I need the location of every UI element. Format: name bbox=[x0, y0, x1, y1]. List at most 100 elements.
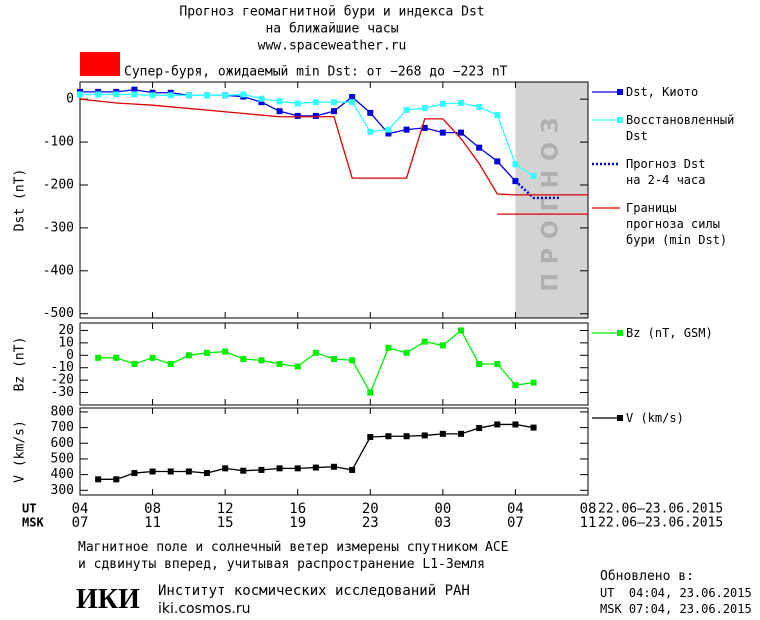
marker bbox=[512, 382, 519, 389]
marker bbox=[131, 470, 138, 477]
marker bbox=[167, 468, 174, 475]
x-tick-label-msk: 07 bbox=[72, 515, 89, 531]
marker bbox=[240, 356, 247, 363]
marker bbox=[331, 99, 337, 106]
y-axis-label: V (km/s) bbox=[13, 420, 28, 483]
updated-ut: UT 04:04, 23.06.2015 bbox=[600, 586, 752, 600]
x-tick-label-msk: 15 bbox=[217, 515, 234, 531]
marker bbox=[185, 92, 192, 99]
marker bbox=[258, 466, 265, 473]
legend-marker bbox=[617, 117, 623, 123]
marker bbox=[476, 361, 483, 367]
y-tick-label: -100 bbox=[43, 135, 74, 150]
marker bbox=[439, 342, 446, 349]
marker bbox=[258, 357, 265, 364]
legend-label: Bz (nT, GSM) bbox=[626, 326, 713, 340]
marker bbox=[385, 126, 392, 133]
logo: ИКИ bbox=[76, 584, 140, 615]
marker bbox=[312, 464, 319, 471]
marker bbox=[512, 161, 519, 168]
marker bbox=[421, 124, 428, 131]
legend-marker bbox=[617, 415, 623, 421]
y-tick-label: 0 bbox=[66, 348, 74, 363]
x-tick-label: 04 bbox=[507, 501, 524, 517]
marker bbox=[294, 100, 301, 107]
url: iki.cosmos.ru bbox=[158, 601, 251, 617]
marker bbox=[276, 361, 283, 367]
x-tick-label: 20 bbox=[362, 501, 379, 517]
series-line bbox=[514, 180, 561, 200]
legend-marker bbox=[617, 89, 623, 95]
marker bbox=[421, 338, 428, 345]
forecast-region bbox=[515, 82, 588, 318]
legend-label: Dst, Киото bbox=[626, 85, 699, 99]
marker bbox=[458, 100, 464, 107]
x-row-label: UT bbox=[22, 502, 36, 516]
marker bbox=[294, 465, 301, 472]
institute: Институт космических исследований РАН bbox=[158, 583, 470, 599]
marker bbox=[349, 99, 356, 106]
x-tick-label-msk: 19 bbox=[289, 515, 306, 531]
marker bbox=[113, 476, 120, 483]
marker bbox=[403, 349, 410, 356]
marker bbox=[367, 109, 374, 116]
marker bbox=[367, 389, 374, 396]
marker bbox=[222, 92, 229, 99]
marker bbox=[458, 129, 464, 136]
marker bbox=[349, 357, 356, 364]
legend-label: V (km/s) bbox=[626, 411, 684, 425]
marker bbox=[458, 430, 464, 437]
marker bbox=[439, 129, 446, 136]
y-tick-label: 20 bbox=[58, 323, 74, 338]
marker bbox=[331, 356, 337, 363]
marker bbox=[258, 95, 265, 102]
marker bbox=[204, 470, 210, 477]
marker bbox=[530, 424, 537, 431]
x-tick-label-msk: 23 bbox=[362, 515, 379, 531]
marker bbox=[222, 465, 229, 472]
y-tick-label: 500 bbox=[51, 451, 74, 466]
marker bbox=[185, 352, 192, 359]
legend-marker bbox=[617, 330, 623, 336]
marker bbox=[312, 112, 319, 119]
series-line bbox=[79, 98, 588, 215]
x-tick-label-msk: 11 bbox=[144, 515, 161, 531]
y-tick-label: -20 bbox=[51, 373, 74, 388]
marker bbox=[403, 433, 410, 440]
marker bbox=[439, 430, 446, 437]
y-tick-label: -200 bbox=[43, 177, 74, 192]
marker bbox=[494, 158, 501, 165]
marker bbox=[167, 92, 174, 99]
legend-label: Прогноз Dst на 2-4 часа bbox=[626, 157, 706, 187]
marker bbox=[240, 91, 247, 98]
marker bbox=[77, 91, 83, 98]
marker bbox=[240, 467, 247, 474]
date-range: 22.06–23.06.2015 bbox=[598, 516, 723, 531]
y-tick-label: 300 bbox=[51, 483, 74, 498]
marker bbox=[276, 108, 283, 115]
marker bbox=[149, 468, 156, 475]
storm-swatch bbox=[80, 52, 120, 76]
marker bbox=[95, 91, 102, 98]
title: Прогноз геомагнитной бури и индекса Dst bbox=[179, 5, 484, 20]
y-tick-label: -500 bbox=[43, 306, 74, 321]
plot-frame bbox=[79, 322, 589, 406]
y-tick-label: -30 bbox=[51, 385, 74, 400]
x-tick-label-msk: 07 bbox=[507, 515, 524, 531]
marker bbox=[421, 105, 428, 112]
marker bbox=[222, 348, 229, 355]
updated-label: Обновлено в: bbox=[600, 569, 694, 584]
marker bbox=[530, 379, 537, 386]
marker bbox=[312, 99, 319, 106]
x-tick-label: 16 bbox=[289, 501, 306, 517]
note-2: и сдвинуты вперед, учитывая распростране… bbox=[78, 557, 485, 572]
marker bbox=[294, 363, 301, 370]
plot-frame bbox=[79, 81, 589, 319]
marker bbox=[349, 466, 356, 473]
marker bbox=[512, 421, 519, 428]
marker bbox=[331, 463, 337, 470]
plot-frame bbox=[79, 407, 589, 496]
x-tick-label-msk: 03 bbox=[434, 515, 451, 531]
marker bbox=[385, 433, 392, 440]
